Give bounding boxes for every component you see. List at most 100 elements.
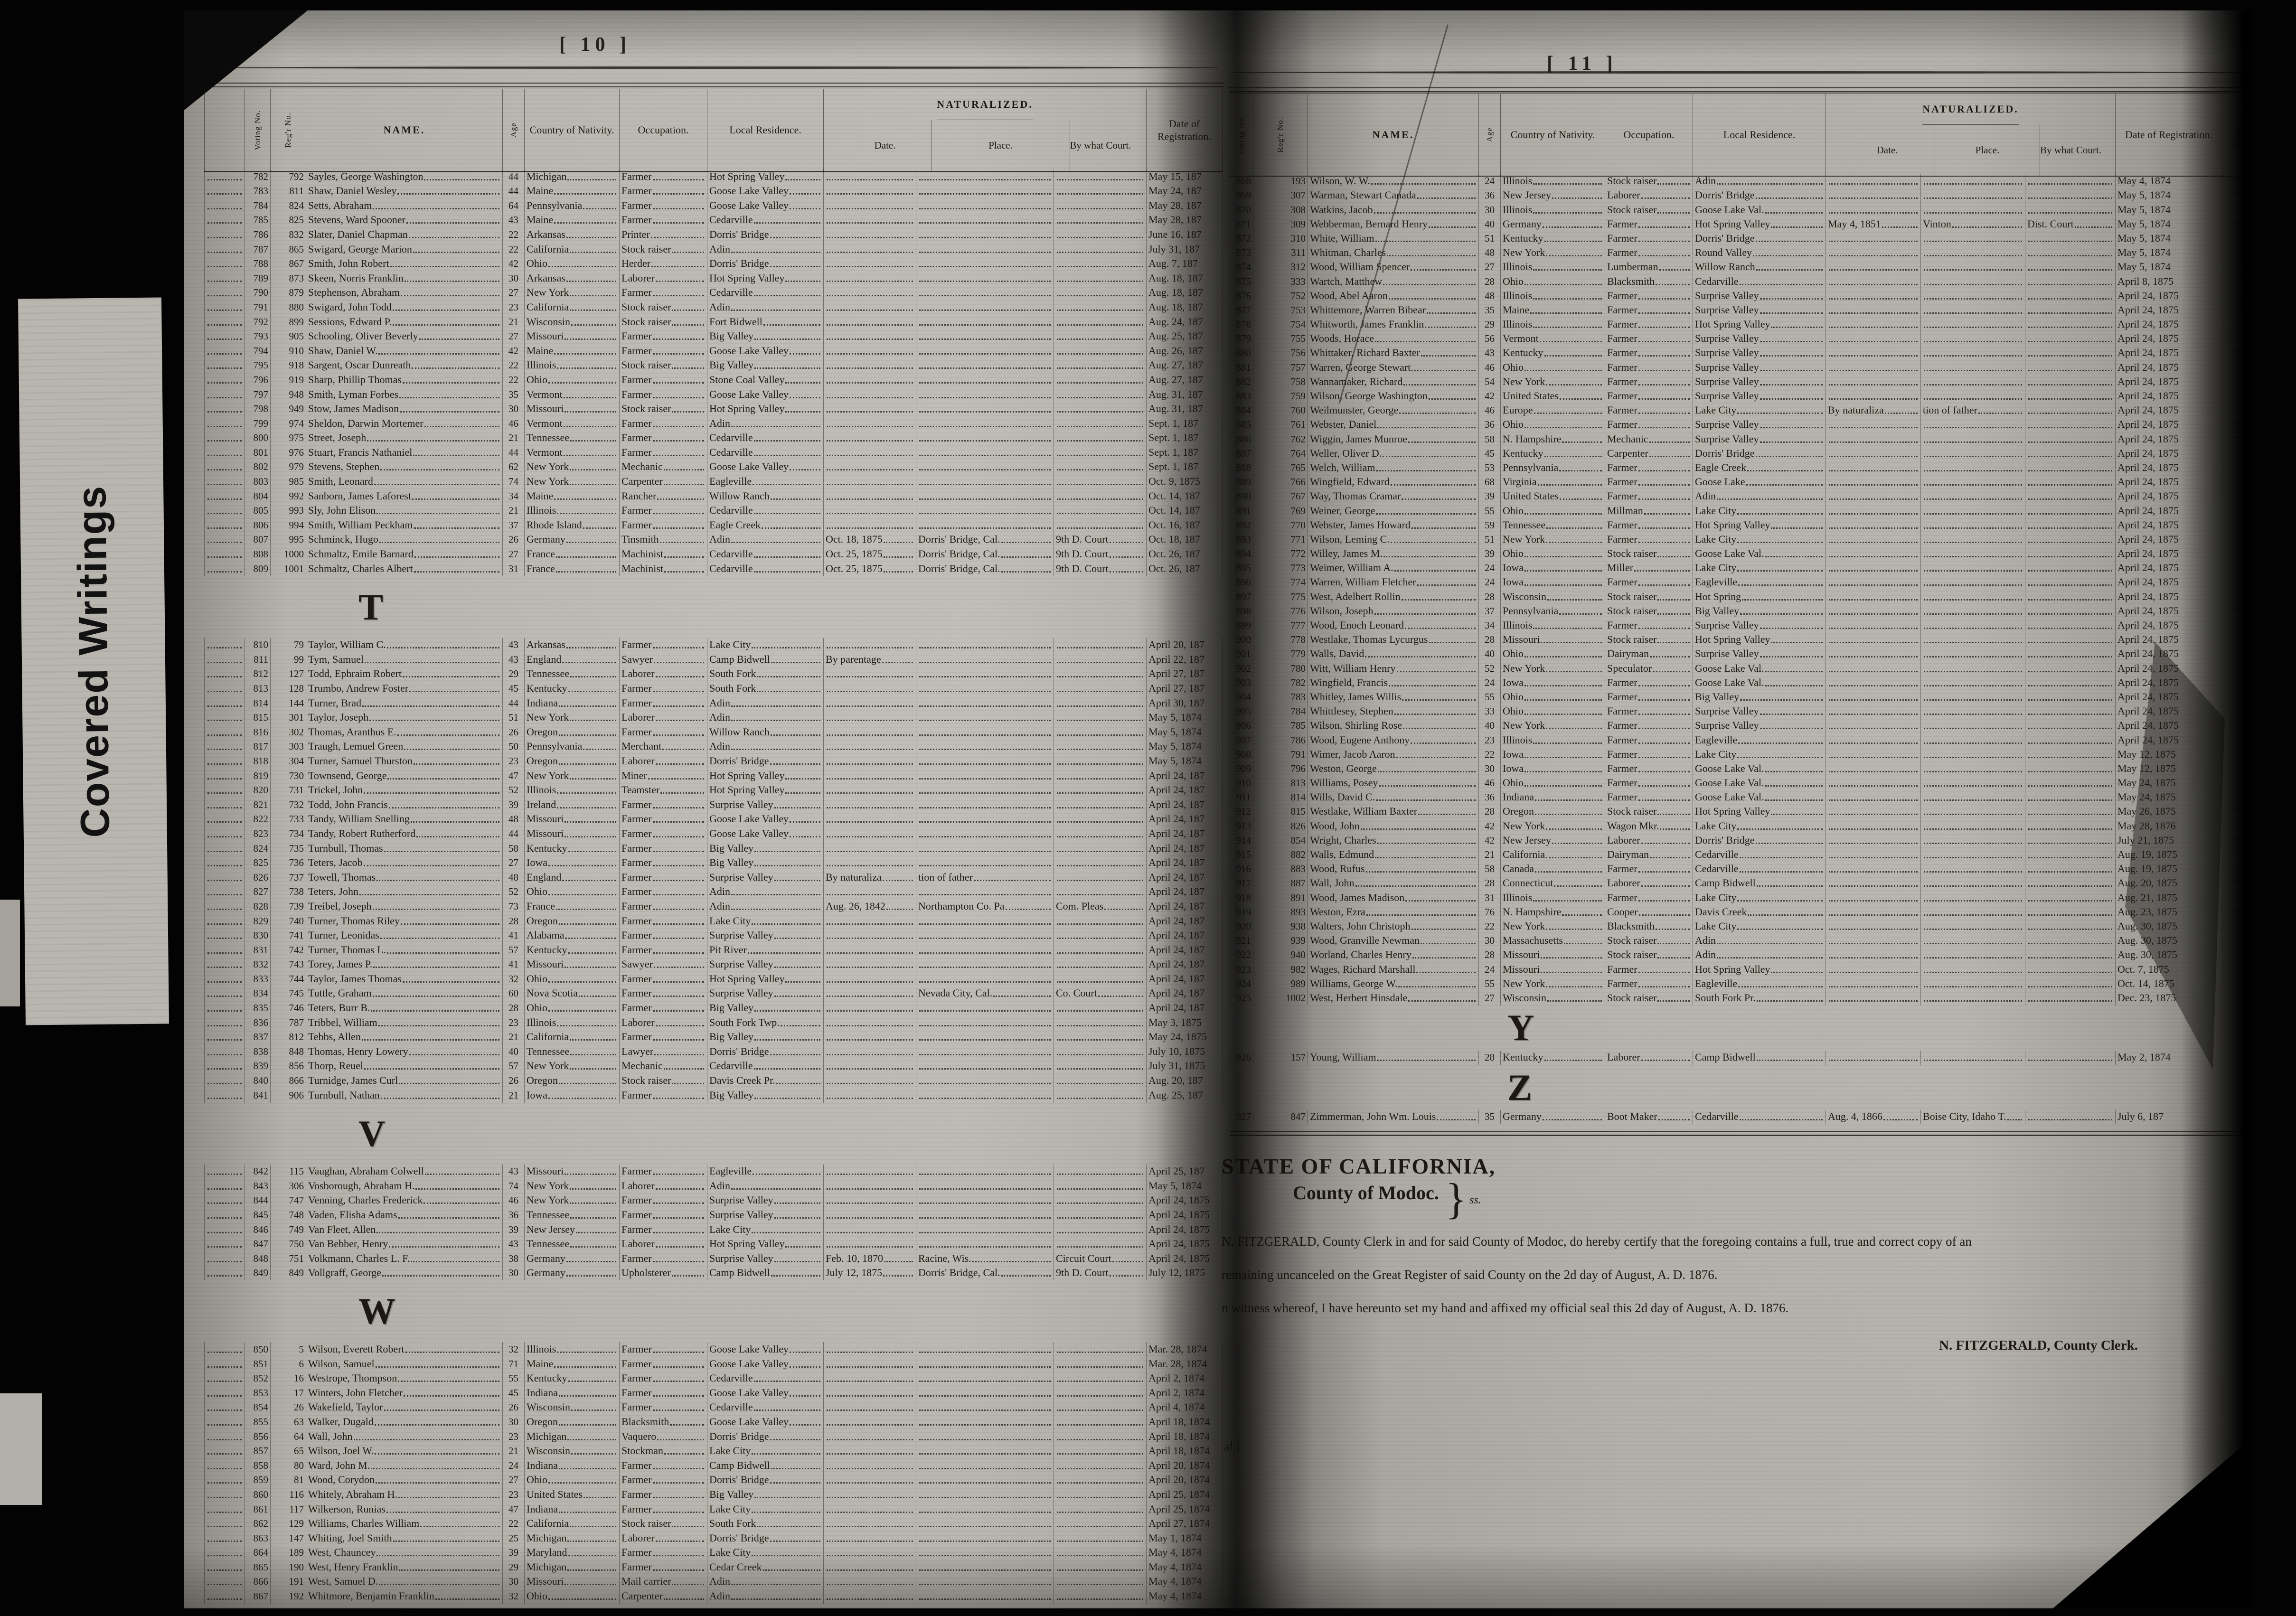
naturalized-date-cell	[1826, 876, 1921, 891]
dotted-leader	[207, 1366, 242, 1368]
dotted-leader	[557, 807, 616, 808]
dotted-leader	[652, 1351, 704, 1353]
dotted-leader	[1057, 1409, 1143, 1411]
dotted-leader	[207, 1569, 242, 1571]
naturalized-court-cell	[1054, 518, 1147, 533]
dotted-leader	[207, 1068, 242, 1070]
naturalized-date-cell	[1826, 1050, 1921, 1065]
occupation-cell: Farmer	[1605, 690, 1693, 705]
register-row: 921 939 Wood, Granville Newman 30 Massac…	[1230, 933, 2252, 949]
register-row: 875 333 Wartch, Matthew 28 Ohio Blacksmi…	[1230, 274, 2252, 289]
clerk-certificate: STATE OF CALIFORNIA, County of Modoc. } …	[1222, 1154, 2195, 1353]
dotted-leader	[827, 484, 913, 486]
age-cell: 40	[1479, 217, 1501, 232]
nativity-cell: Illinois	[1501, 289, 1605, 303]
dotted-leader	[1057, 396, 1143, 398]
dotted-leader	[1001, 556, 1051, 558]
dotted-leader	[827, 807, 913, 808]
nativity-cell: Nova Scotia	[525, 986, 620, 1001]
nativity-cell: Kentucky	[1501, 1050, 1605, 1065]
registration-date-cell: May 4, 1874	[1147, 1589, 1223, 1604]
dotted-leader	[1924, 240, 2022, 242]
naturalized-date-cell	[1826, 633, 1921, 648]
dotted-leader	[919, 1097, 1051, 1099]
name-cell: Vollgraff, George	[306, 1266, 503, 1281]
naturalized-place-cell	[916, 812, 1054, 827]
dotted-leader	[207, 1053, 242, 1055]
dotted-leader	[207, 527, 242, 529]
dotted-leader	[1541, 971, 1602, 973]
age-cell: 52	[1479, 661, 1501, 676]
dotted-leader	[570, 295, 616, 297]
name-cell: Way, Thomas Cramar	[1308, 489, 1479, 504]
naturalized-court-cell: 9th D. Court	[1054, 1266, 1147, 1281]
voting-no-cell: 859	[245, 1473, 271, 1488]
dotted-leader	[1924, 556, 2022, 558]
residence-cell: Camp Bidwell	[1693, 1050, 1826, 1065]
name-cell: Street, Joseph	[306, 431, 503, 446]
dotted-leader	[2028, 857, 2112, 858]
dotted-leader	[1657, 957, 1690, 959]
name-cell: Walls, Edmund	[1308, 847, 1479, 862]
nativity-cell: Tennessee	[525, 1044, 620, 1059]
age-cell: 30	[503, 271, 525, 286]
reg-no-cell: 994	[271, 518, 306, 533]
naturalized-date-cell	[1826, 274, 1921, 289]
naturalized-date-cell	[824, 1560, 916, 1575]
voting-no-cell: 916	[1230, 862, 1253, 877]
dotted-leader	[1829, 498, 1918, 500]
dotted-leader	[410, 821, 499, 823]
naturalized-place-cell	[1921, 833, 2025, 848]
name-cell: Venning, Charles Frederick	[306, 1193, 503, 1208]
dotted-leader	[1383, 283, 1476, 285]
dotted-leader	[827, 763, 913, 765]
age-cell: 30	[1479, 933, 1501, 949]
dotted-leader	[1657, 613, 1690, 615]
dotted-leader	[827, 894, 913, 896]
registration-date-cell: Oct. 14, 187	[1147, 503, 1223, 518]
dotted-leader	[1524, 714, 1602, 715]
dotted-leader	[1524, 699, 1602, 701]
dotted-leader	[207, 792, 242, 794]
dotted-leader	[1924, 197, 2022, 199]
dotted-leader	[1829, 628, 1918, 629]
naturalized-place-cell	[1921, 862, 2025, 877]
dotted-leader	[207, 952, 242, 954]
reg-no-cell: 938	[1253, 919, 1308, 934]
residence-cell: Hot Spring Valley	[707, 972, 824, 987]
naturalized-court-cell	[1054, 1487, 1147, 1502]
naturalized-court-cell	[2025, 991, 2116, 1005]
sworn-dots-cell	[204, 1560, 245, 1575]
dotted-leader	[2028, 255, 2112, 257]
sworn-dots-cell	[204, 1237, 245, 1252]
age-cell: 22	[503, 242, 525, 257]
dotted-leader	[754, 865, 820, 867]
register-row: 919 893 Weston, Ezra 76 N. Hampshire Coo…	[1230, 905, 2252, 920]
naturalized-date-cell	[824, 474, 916, 489]
registration-date-cell: April 24, 1875	[2116, 661, 2222, 676]
nativity-cell: United States	[1501, 489, 1605, 504]
naturalized-place-cell	[916, 1059, 1054, 1074]
naturalized-place-cell	[916, 1030, 1054, 1045]
dotted-leader	[1057, 821, 1143, 823]
dotted-leader	[1924, 1000, 2022, 1002]
register-row: 899 777 Wood, Enoch Leonard 34 Illinois …	[1230, 618, 2252, 633]
reg-no-cell: 736	[271, 855, 306, 871]
naturalized-court-cell: Co. Court	[1054, 986, 1147, 1001]
register-row: 786 832 Slater, Daniel Chapman 22 Arkans…	[204, 227, 1223, 242]
dotted-leader	[827, 1540, 913, 1542]
dotted-leader	[919, 1010, 1051, 1012]
occupation-cell: Farmer	[1605, 389, 1693, 404]
age-cell: 27	[1479, 260, 1501, 275]
nativity-cell: Germany	[525, 1251, 620, 1266]
age-cell: 22	[503, 373, 525, 387]
reg-no-cell: 64	[271, 1429, 306, 1444]
residence-cell: Surprise Valley	[1693, 647, 1826, 662]
voting-no-cell: 908	[1230, 747, 1253, 762]
dotted-leader	[919, 513, 1051, 515]
dotted-leader	[2028, 814, 2112, 816]
dotted-leader	[583, 527, 616, 529]
register-row: 913 826 Wood, John 42 New York Wagon Mkr…	[1230, 819, 2252, 834]
page-rule	[1230, 1135, 2252, 1136]
naturalized-place-cell	[1921, 489, 2025, 504]
